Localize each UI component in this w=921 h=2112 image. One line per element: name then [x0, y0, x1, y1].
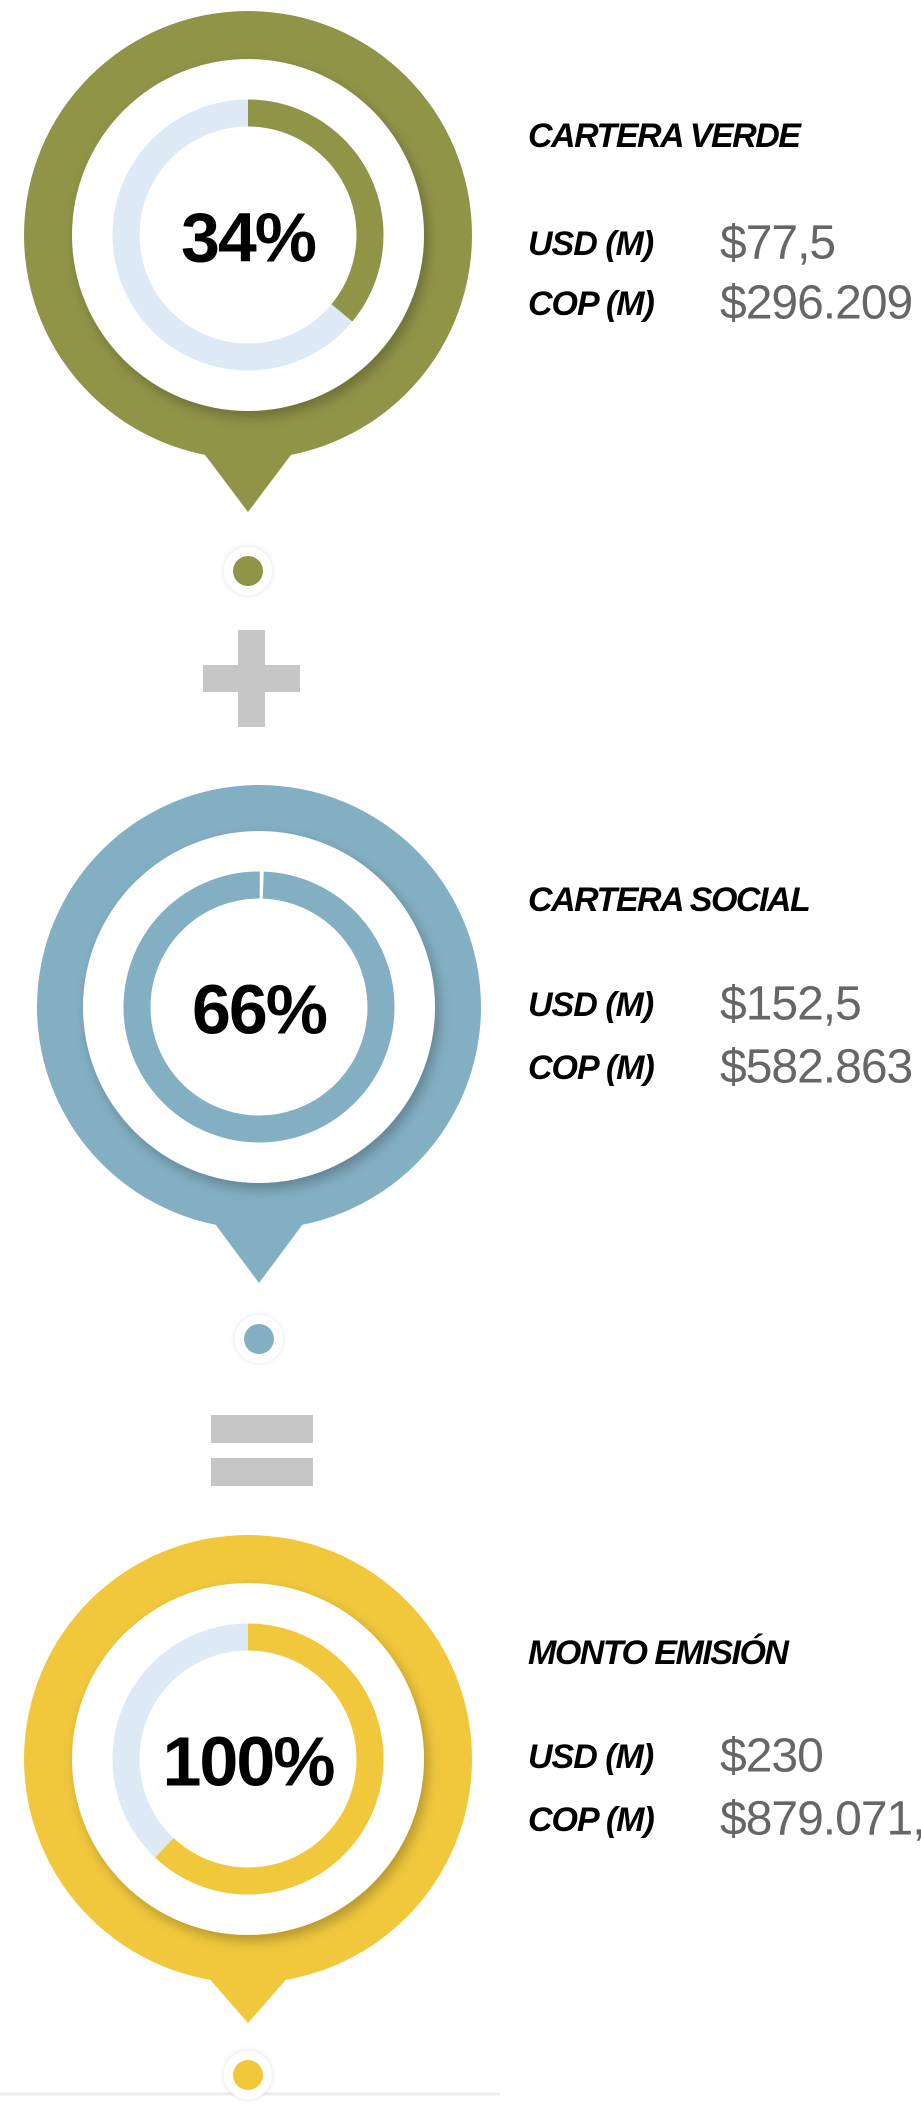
- unit-label: USD (M): [528, 1738, 654, 1776]
- amount: $77,5: [720, 217, 835, 270]
- unit-label: COP (M): [528, 1049, 655, 1087]
- pin: 100%: [24, 1535, 472, 2099]
- dot: [233, 2060, 263, 2090]
- pin: 34%: [24, 11, 472, 595]
- unit-label: COP (M): [528, 1801, 655, 1839]
- section-title: CARTERA VERDE: [528, 117, 802, 155]
- percent: 66%: [192, 970, 327, 1048]
- equals-sign: [211, 1415, 313, 1486]
- percent: 100%: [162, 1722, 334, 1800]
- amount: $230: [720, 1730, 823, 1783]
- pin: 66%: [37, 785, 481, 1363]
- amount: $879.071,5: [720, 1793, 921, 1846]
- plus-sign: [203, 630, 300, 727]
- dot: [233, 556, 263, 586]
- unit-label: USD (M): [528, 225, 654, 263]
- percent: 34%: [181, 198, 316, 276]
- dot: [244, 1324, 274, 1354]
- ring-arc: [123, 871, 395, 1143]
- unit-label: USD (M): [528, 986, 654, 1024]
- ring-arc: [112, 99, 384, 371]
- section-title: CARTERA SOCIAL: [528, 881, 809, 919]
- amount: $296.209: [720, 277, 912, 330]
- unit-label: COP (M): [528, 285, 655, 323]
- amount: $582.863: [720, 1041, 912, 1094]
- section-title: MONTO EMISIÓN: [528, 1634, 790, 1672]
- amount: $152,5: [720, 978, 861, 1031]
- ring-arc: [112, 1623, 384, 1895]
